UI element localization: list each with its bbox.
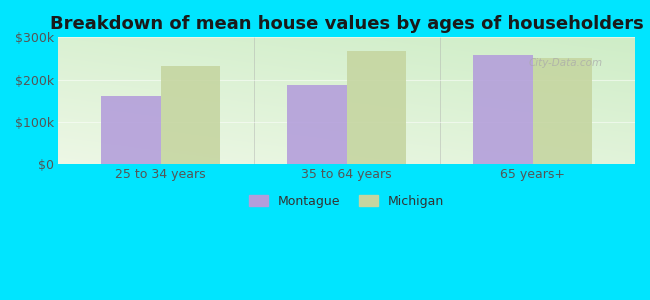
Bar <box>346 51 406 164</box>
Bar <box>473 55 533 164</box>
Text: City-Data.com: City-Data.com <box>528 58 603 68</box>
Bar <box>533 58 592 164</box>
Bar <box>287 85 346 164</box>
Bar <box>101 96 161 164</box>
Bar <box>161 66 220 164</box>
Legend: Montague, Michigan: Montague, Michigan <box>246 191 448 211</box>
Title: Breakdown of mean house values by ages of householders: Breakdown of mean house values by ages o… <box>50 15 644 33</box>
